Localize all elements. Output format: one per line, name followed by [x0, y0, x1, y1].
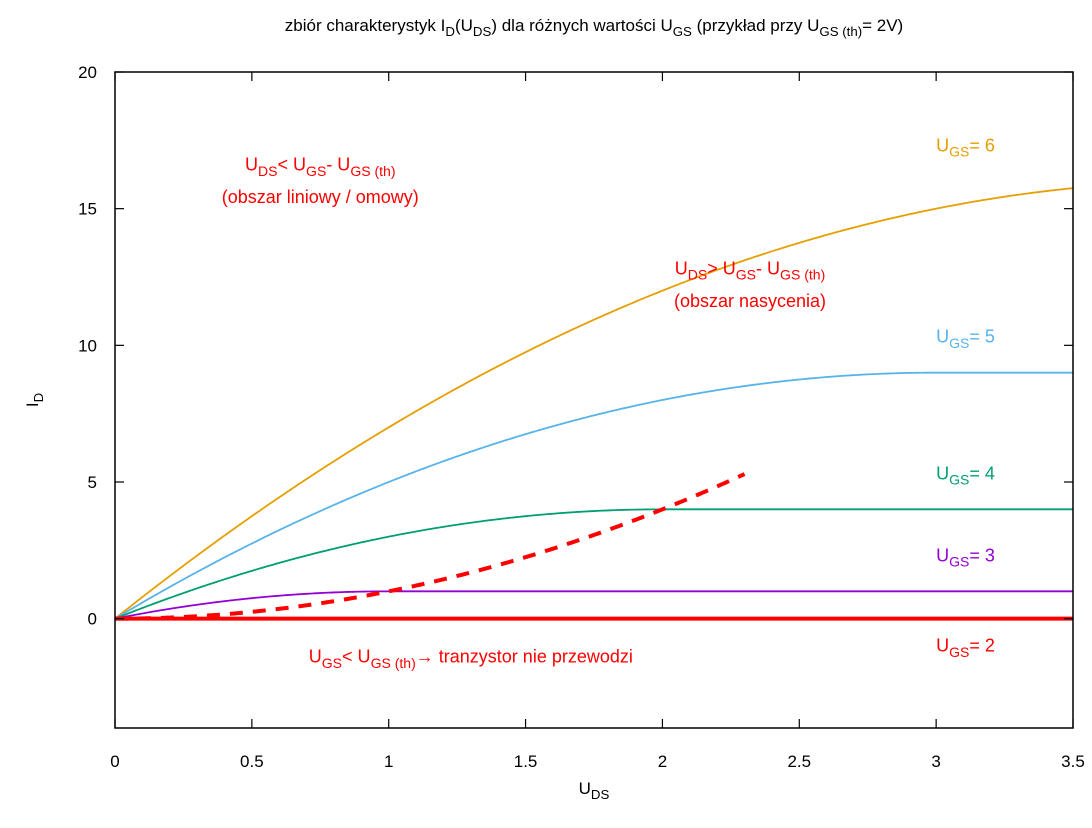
series-label-ugs-5-part: GS: [949, 335, 969, 351]
series-layer: [115, 187, 1073, 621]
x-axis: 0 0.5 1 1.5 2 2.5 3 3.5: [110, 72, 1085, 771]
series-line-ugs-4: [115, 508, 1073, 620]
y-axis-label: ID: [23, 393, 46, 407]
x-tick-label: 2: [658, 752, 667, 771]
annotation-cutoff-note-part: → tranzystor nie przewodzi: [416, 646, 633, 666]
chart-title-text-part: DS: [473, 24, 492, 39]
chart-title-text-part: GS (th): [819, 24, 862, 39]
series-label-ugs-3: UGS= 3: [936, 545, 995, 569]
annotation-cutoff-note-part: GS (th): [371, 655, 416, 671]
series-label-ugs-6-part: GS: [949, 144, 969, 160]
annotations: UDS< UGS- UGS (th)(obszar liniowy / omow…: [222, 154, 826, 670]
plot-frame: [114, 71, 1074, 729]
series-line-ugs-3: [115, 590, 1073, 620]
series-label-ugs-4-part: GS: [949, 472, 969, 488]
annotation-saturation-region-line1-part: > U: [707, 258, 736, 278]
x-axis-label-text-part: U: [579, 779, 591, 798]
series-label-ugs-4: UGS= 4: [936, 463, 995, 487]
annotation-saturation-region-line1-part: DS: [688, 267, 708, 283]
chart-title-text-part: D: [445, 24, 455, 39]
annotation-cutoff-note-part: GS: [322, 655, 342, 671]
y-tick-label: 15: [78, 200, 97, 219]
series-label-ugs-3-part: GS: [949, 554, 969, 570]
chart-title-text-part: (U: [455, 16, 473, 35]
series-label-ugs-6: UGS= 6: [936, 135, 995, 159]
series-label-ugs-3-part: = 3: [969, 545, 995, 565]
y-tick-label: 10: [78, 336, 97, 355]
annotation-saturation-region-line1-part: U: [675, 258, 688, 278]
annotation-saturation-region-line2-part: (obszar nasycenia): [674, 291, 826, 311]
series-label-ugs-6-part: U: [936, 135, 949, 155]
chart-title: zbiór charakterystyk ID(UDS) dla różnych…: [285, 16, 903, 39]
annotation-linear-region-line1-part: GS (th): [350, 163, 395, 179]
series-label-ugs-6-part: = 6: [969, 135, 995, 155]
annotation-saturation-region-line2: (obszar nasycenia): [674, 291, 826, 311]
chart-title-text-part: ) dla różnych wartości U: [491, 16, 672, 35]
chart-title-text-part: (przykład przy U: [692, 16, 820, 35]
x-tick-label: 1: [384, 752, 393, 771]
annotation-linear-region-line1: UDS< UGS- UGS (th): [245, 154, 396, 178]
y-axis: 0 5 10 15 20: [78, 63, 1073, 629]
x-tick-label: 1.5: [514, 752, 538, 771]
series-label-ugs-3-part: U: [936, 545, 949, 565]
chart-title-text-part: zbiór charakterystyk I: [285, 16, 446, 35]
annotation-saturation-region-line1-part: GS (th): [780, 267, 825, 283]
x-tick-label: 3.5: [1061, 752, 1085, 771]
annotation-saturation-region-line1: UDS> UGS- UGS (th): [675, 258, 826, 282]
series-label-ugs-5-part: = 5: [969, 327, 995, 347]
series-label-ugs-5: UGS= 5: [936, 327, 995, 351]
y-axis-label-text: ID: [23, 393, 46, 407]
x-axis-label: UDS: [579, 779, 610, 802]
series-label-ugs-2-part: = 2: [969, 635, 995, 655]
annotation-cutoff-note-part: < U: [342, 646, 371, 666]
annotation-linear-region-line1-part: - U: [326, 154, 350, 174]
y-tick-label: 5: [88, 473, 97, 492]
annotation-cutoff-note: UGS< UGS (th)→ tranzystor nie przewodzi: [309, 646, 633, 670]
x-axis-label-text-part: DS: [591, 787, 610, 802]
chart-title-text: zbiór charakterystyk ID(UDS) dla różnych…: [285, 16, 903, 39]
annotation-linear-region-line1-part: GS: [306, 163, 326, 179]
annotation-linear-region-line1-part: U: [245, 154, 258, 174]
annotation-linear-region-line1-part: DS: [258, 163, 278, 179]
annotation-linear-region-line1-part: < U: [278, 154, 307, 174]
series-label-ugs-4-part: = 4: [969, 463, 995, 483]
x-tick-label: 2.5: [787, 752, 811, 771]
series-label-ugs-4-part: U: [936, 463, 949, 483]
y-axis-label-text-part: I: [23, 402, 42, 407]
x-axis-label-text: UDS: [579, 779, 610, 802]
series-label-ugs-2-part: GS: [949, 644, 969, 660]
y-axis-label-text-part: D: [31, 393, 46, 403]
annotation-linear-region-line2-part: (obszar liniowy / omowy): [222, 187, 419, 207]
x-tick-label: 0.5: [240, 752, 264, 771]
y-tick-label: 0: [88, 610, 97, 629]
series-label-ugs-5-part: U: [936, 327, 949, 347]
annotation-saturation-region-line1-part: GS: [736, 267, 756, 283]
x-tick-label: 3: [931, 752, 940, 771]
chart-title-text-part: = 2V): [862, 16, 903, 35]
annotation-saturation-region-line1-part: - U: [756, 258, 780, 278]
annotation-linear-region-line2: (obszar liniowy / omowy): [222, 187, 419, 207]
series-label-ugs-2-part: U: [936, 635, 949, 655]
boundary-layer: [115, 472, 746, 621]
y-tick-label: 20: [78, 63, 97, 82]
chart-title-text-part: GS: [673, 24, 692, 39]
series-line-ugs-5: [115, 371, 1073, 620]
x-tick-label: 0: [110, 752, 119, 771]
series-line-ugs-6: [115, 187, 1073, 620]
annotation-cutoff-note-part: U: [309, 646, 322, 666]
saturation-boundary-line: [115, 472, 746, 621]
series-label-ugs-2: UGS= 2: [936, 635, 995, 659]
